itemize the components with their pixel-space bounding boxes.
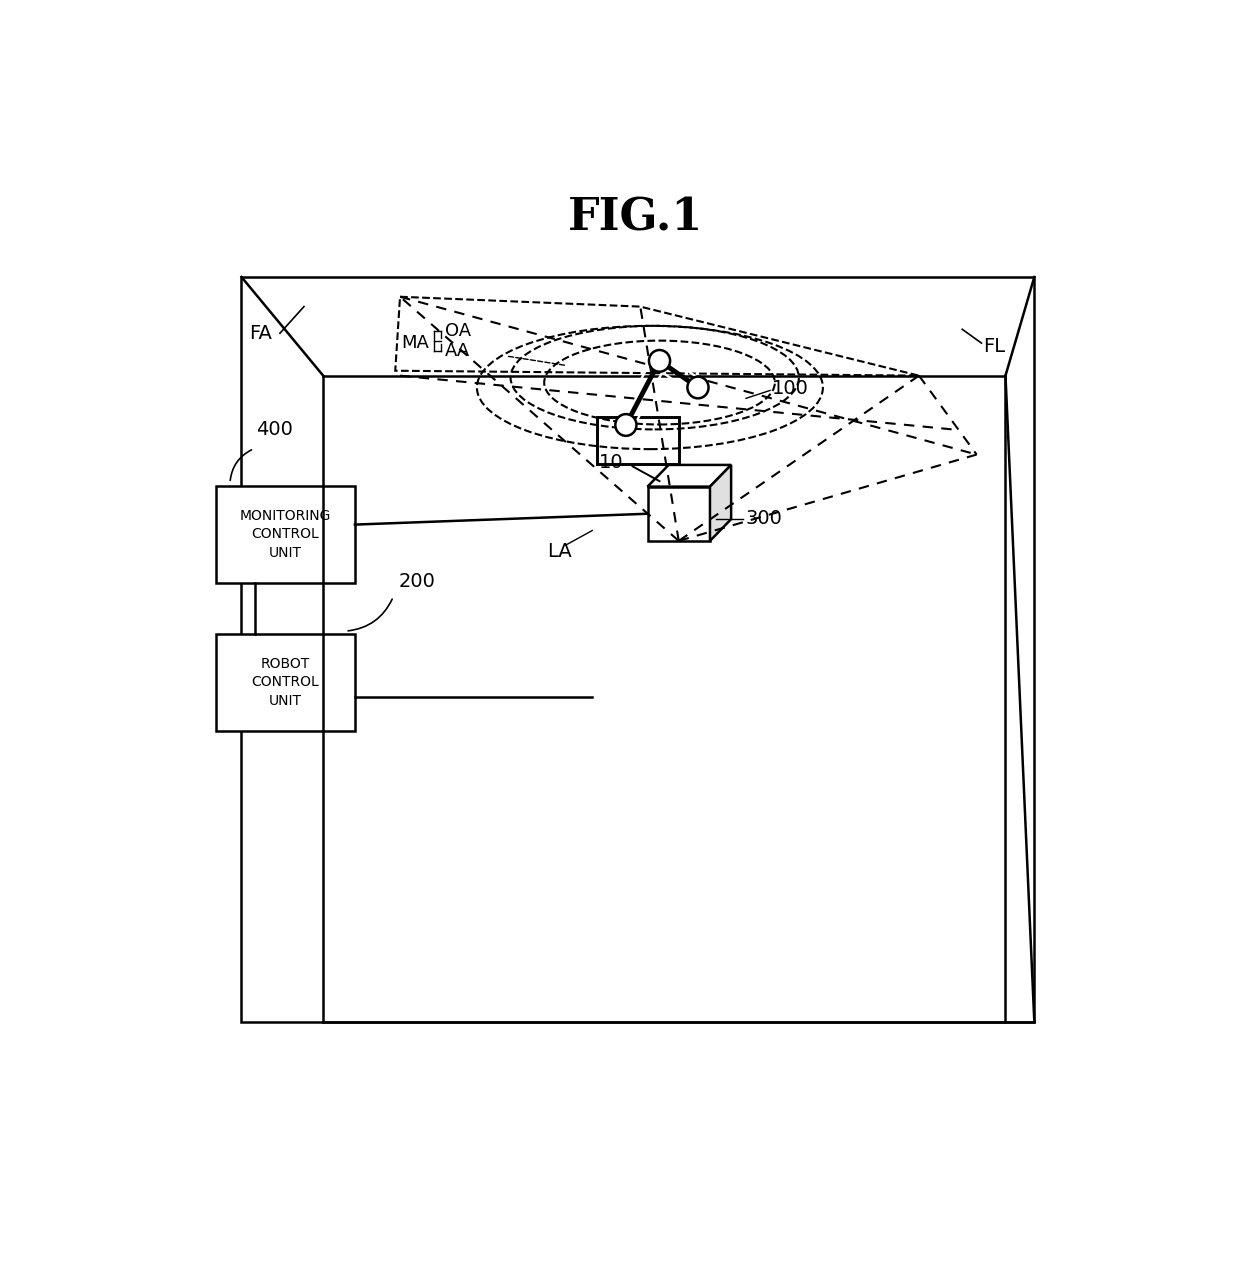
Text: MONITORING
CONTROL
UNIT: MONITORING CONTROL UNIT bbox=[239, 509, 331, 560]
FancyBboxPatch shape bbox=[596, 418, 678, 465]
Text: AA: AA bbox=[445, 342, 470, 360]
Text: 300: 300 bbox=[745, 509, 782, 528]
Circle shape bbox=[649, 350, 670, 371]
Text: ROBOT
CONTROL
UNIT: ROBOT CONTROL UNIT bbox=[252, 657, 319, 708]
Text: 400: 400 bbox=[255, 420, 293, 439]
Circle shape bbox=[615, 414, 636, 436]
Text: FIG.1: FIG.1 bbox=[568, 196, 703, 240]
Text: FL: FL bbox=[983, 337, 1006, 356]
Text: 100: 100 bbox=[773, 379, 808, 398]
Circle shape bbox=[687, 377, 708, 398]
Text: 200: 200 bbox=[398, 571, 435, 591]
Text: LA: LA bbox=[547, 542, 572, 561]
Text: MA: MA bbox=[401, 334, 429, 352]
Text: FA: FA bbox=[249, 324, 272, 343]
Text: 10: 10 bbox=[599, 453, 624, 471]
FancyBboxPatch shape bbox=[647, 487, 711, 541]
Polygon shape bbox=[711, 465, 732, 541]
FancyBboxPatch shape bbox=[216, 634, 355, 730]
Text: OA: OA bbox=[445, 323, 471, 341]
Polygon shape bbox=[647, 465, 732, 487]
FancyBboxPatch shape bbox=[216, 485, 355, 583]
